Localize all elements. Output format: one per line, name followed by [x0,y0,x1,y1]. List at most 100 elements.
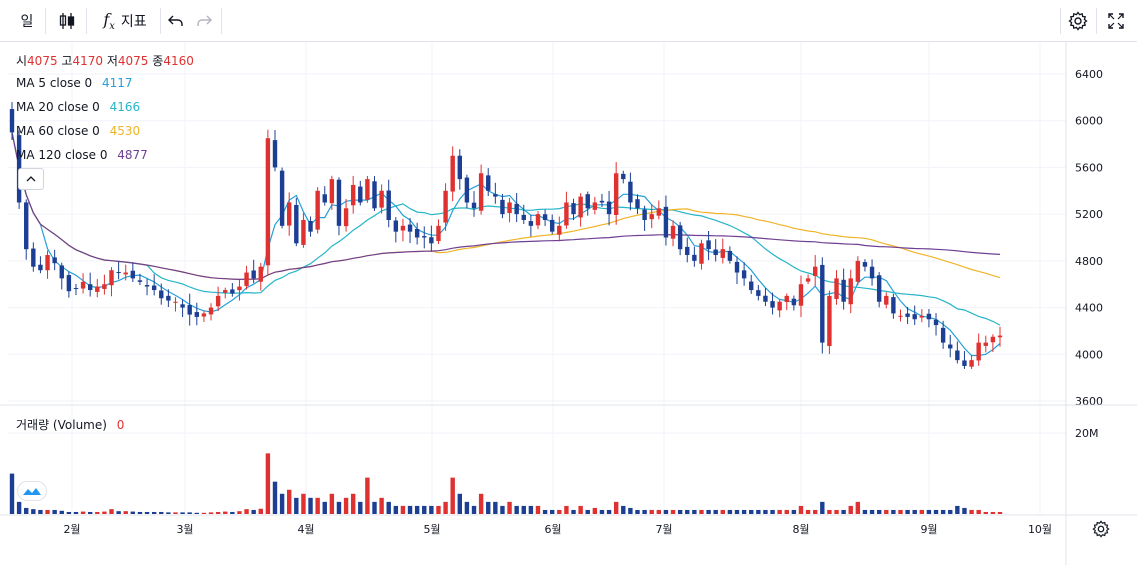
candle-body [457,155,463,180]
volume-bar [436,505,441,514]
candle-body [336,179,342,226]
volume-value: 0 [116,418,125,432]
month-tick-label: 10월 [1028,523,1052,536]
volume-bar [159,511,164,514]
volume-bar [102,511,107,514]
candle-body [365,179,370,200]
chart-type-button[interactable] [52,6,82,36]
volume-bar [606,509,612,514]
logo-badge[interactable] [18,482,46,500]
redo-button[interactable] [193,6,215,36]
volume-bar [876,509,882,514]
settings-button[interactable] [1064,6,1092,36]
volume-bar [407,505,413,514]
volume-legend[interactable]: 거래량 (Volume) 0 [16,416,124,433]
candle-body [429,237,434,244]
volume-bar [649,509,654,514]
axis-settings-button[interactable] [1092,520,1112,540]
candle-body [592,202,598,210]
volume-tick-label: 20M [1075,427,1099,440]
volume-bar [258,508,263,514]
axes: 6400 6000 5600 5200 4800 4400 4000 3600 2월 3월 4월 5월… [0,42,1137,565]
undo-button[interactable] [165,6,187,36]
ma120-legend[interactable]: MA 120 close 0 4877 [16,148,148,162]
indicators-button[interactable]: fx 지표 [94,6,156,36]
candle-body [187,305,192,315]
candle-body [741,270,747,279]
volume-bar [24,507,29,514]
ma20-legend[interactable]: MA 20 close 0 4166 [16,100,140,114]
candle-body [315,190,320,230]
collapse-legend-button[interactable] [18,168,44,190]
volume-bar [983,511,988,514]
volume-bar [905,509,910,514]
volume-bar [741,509,747,514]
low-value: 4075 [117,54,149,68]
candle-body [962,360,967,366]
volume-bar [322,501,327,514]
volume-bar [87,511,93,514]
candle-body [144,285,150,287]
candle-body [450,155,455,192]
volume-bar [251,509,256,514]
interval-button[interactable]: 일 [20,14,34,30]
fullscreen-button[interactable] [1102,6,1130,36]
candle-body [31,248,36,267]
volume-bar [756,509,761,514]
volume-bar [95,511,100,514]
volume-bar [109,509,114,514]
volume-bar [230,511,235,514]
candle-body [223,290,228,293]
price-tick-label: 4400 [1075,302,1103,315]
candle-body [201,313,207,317]
candle-body [613,173,619,215]
candle-body [791,298,797,306]
candle-body [24,202,29,250]
volume-bar [677,509,683,514]
month-tick-label: 3월 [176,523,193,536]
volume-bar [137,511,143,514]
volume-bar [386,501,391,514]
price-tick-label: 5600 [1075,161,1103,174]
volume-bar [123,511,128,514]
ma60-legend[interactable]: MA 60 close 0 4530 [16,124,140,138]
candle-body [685,246,690,256]
candle-body [649,214,654,220]
candle-body [784,295,789,303]
redo-icon [197,15,212,26]
candle-body [73,288,79,290]
volume-bar [848,505,853,514]
toolbar-divider [1060,8,1061,34]
candle-body [109,270,114,286]
price-chart[interactable]: 6400 6000 5600 5200 4800 4400 4000 3600 2월 3월 4월 5월… [0,42,1137,565]
candles-icon [59,13,75,29]
volume-bar [862,509,868,514]
ma60-line [11,132,1001,281]
candle-body [656,208,662,216]
ma5-legend[interactable]: MA 5 close 0 4117 [16,76,133,90]
volume-bar [549,509,555,514]
volume-bar [706,509,711,514]
candle-body [116,272,121,274]
ma20-value: 4166 [109,100,141,114]
volume-bar [414,505,420,514]
volume-bar [80,511,86,514]
candle-body [436,225,441,242]
volume-bar [727,509,733,514]
toolbar-divider [160,8,161,34]
candle-body [59,265,64,279]
volume-bar [969,509,974,514]
volume-bar [663,509,669,514]
candle-body [734,261,740,273]
ma120-label: MA 120 close 0 [16,148,108,162]
candle-body [827,295,832,346]
volume-bar [713,509,718,514]
candle-body [87,284,93,291]
candle-body [422,236,427,238]
volume-bar [201,512,207,514]
volume-bar [919,509,925,514]
volume-bar [38,509,43,514]
ohlc-legend: 시4075 고4170 저4075 종4160 [16,52,194,69]
candle-body [194,312,200,317]
candle-body [713,249,718,256]
